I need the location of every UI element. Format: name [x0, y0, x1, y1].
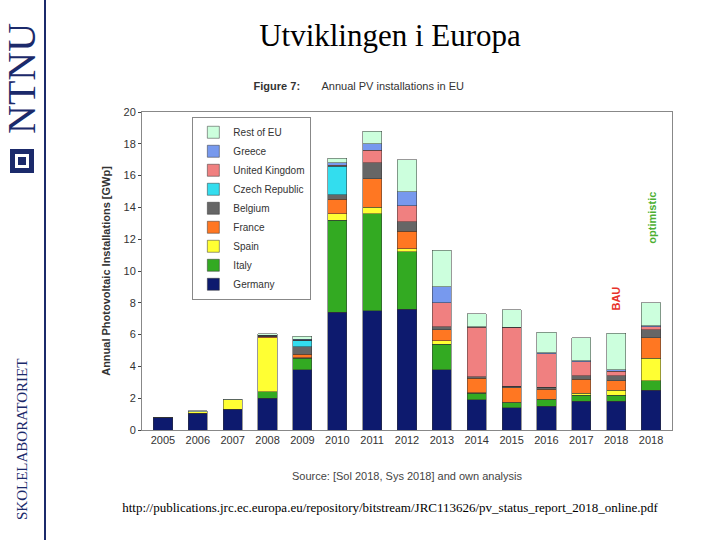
svg-text:Italy: Italy	[233, 260, 251, 271]
svg-text:France: France	[233, 222, 265, 233]
svg-text:2012: 2012	[395, 434, 419, 446]
svg-text:20: 20	[124, 106, 136, 118]
svg-text:2007: 2007	[220, 434, 244, 446]
svg-text:2008: 2008	[255, 434, 279, 446]
svg-text:2: 2	[130, 392, 136, 404]
svg-text:optimistic: optimistic	[646, 192, 658, 244]
svg-text:8: 8	[130, 297, 136, 309]
svg-text:2017: 2017	[569, 434, 593, 446]
svg-text:2018: 2018	[604, 434, 628, 446]
html-text:NTNU: NTNU	[0, 22, 44, 134]
svg-text:Annual Photovoltaic Installati: Annual Photovoltaic Installations [GWp]	[100, 166, 112, 376]
html-text:SKOLELABORATORIET: SKOLELABORATORIET	[14, 358, 30, 520]
svg-text:10: 10	[124, 265, 136, 277]
svg-text:6: 6	[130, 328, 136, 340]
svg-text:Source: [Sol 2018, Sys 2018] a: Source: [Sol 2018, Sys 2018] and own ana…	[292, 470, 522, 482]
svg-text:Spain: Spain	[233, 241, 259, 252]
svg-text:2013: 2013	[430, 434, 454, 446]
svg-text:Greece: Greece	[233, 146, 266, 157]
svg-text:Figure 7: Annual PV inst: Figure 7: Annual PV installations in EU	[254, 80, 464, 92]
svg-text:Germany: Germany	[233, 279, 274, 290]
svg-text:Rest of EU: Rest of EU	[233, 127, 281, 138]
svg-text:2009: 2009	[290, 434, 314, 446]
svg-text:12: 12	[124, 233, 136, 245]
html-text:Utviklingen i Europa: Utviklingen i Europa	[259, 18, 521, 53]
svg-text:2015: 2015	[499, 434, 523, 446]
svg-text:Belgium: Belgium	[233, 203, 269, 214]
svg-text:2010: 2010	[325, 434, 349, 446]
svg-text:BAU: BAU	[610, 287, 622, 311]
svg-text:4: 4	[130, 360, 136, 372]
svg-text:2014: 2014	[464, 434, 488, 446]
svg-text:2005: 2005	[151, 434, 175, 446]
svg-text:14: 14	[124, 201, 136, 213]
svg-text:Czech Republic: Czech Republic	[233, 184, 303, 195]
svg-text:2011: 2011	[360, 434, 384, 446]
html-text:http://publications.jrc.ec.eur: http://publications.jrc.ec.europa.eu/rep…	[122, 500, 658, 515]
svg-text:0: 0	[130, 424, 136, 436]
svg-text:2006: 2006	[186, 434, 210, 446]
svg-text:18: 18	[124, 138, 136, 150]
svg-text:2016: 2016	[534, 434, 558, 446]
svg-text:2018: 2018	[639, 434, 663, 446]
svg-text:United Kingdom: United Kingdom	[233, 165, 304, 176]
svg-text:16: 16	[124, 169, 136, 181]
